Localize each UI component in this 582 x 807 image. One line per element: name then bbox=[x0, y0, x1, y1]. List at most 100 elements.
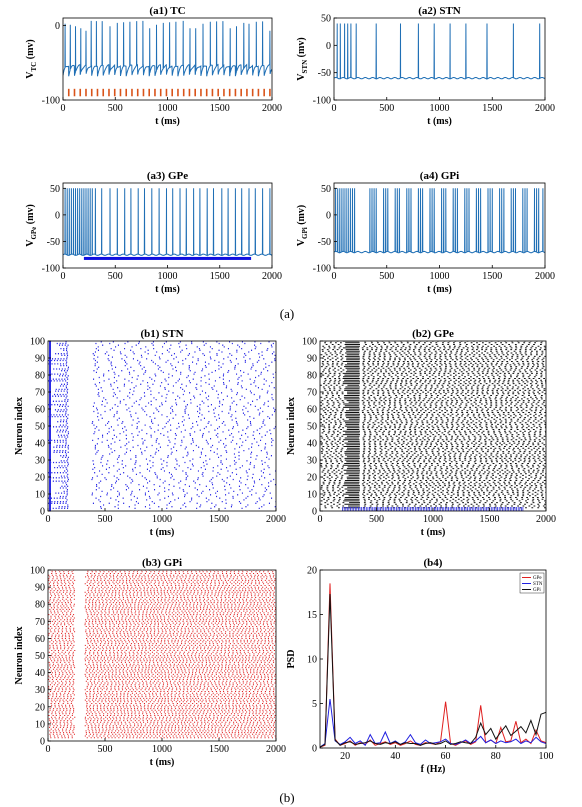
y-axis-label: Neuron index bbox=[14, 627, 25, 685]
x-tick-label: 1500 bbox=[209, 744, 229, 755]
x-axis-label: t (ms) bbox=[150, 757, 175, 768]
y-label-subscript: GPe bbox=[30, 227, 38, 240]
stimulus-bar bbox=[83, 256, 252, 260]
x-tick-label: 1000 bbox=[430, 103, 450, 114]
y-tick-label: 40 bbox=[35, 439, 45, 450]
y-tick-label: 80 bbox=[307, 371, 317, 382]
panel-b1: (b1) STN 0 500 1000 1500 2000 0 10 20 30 40 50 60 70 8… bbox=[14, 328, 286, 538]
panel-a2: (a2) STN 0 500 1000 1500 2000 -100 -50 0 50 t (ms)… bbox=[296, 5, 555, 127]
y-tick-label: -50 bbox=[318, 237, 331, 248]
x-axis-label: t (ms) bbox=[427, 116, 452, 127]
x-tick-label: 500 bbox=[379, 103, 394, 114]
y-tick-label: 10 bbox=[35, 490, 45, 501]
y-tick-label: 10 bbox=[35, 719, 45, 730]
x-tick-label: 500 bbox=[379, 271, 394, 282]
stimulus-marks bbox=[342, 507, 524, 511]
y-tick-label: -50 bbox=[318, 68, 331, 79]
y-tick-label: 100 bbox=[30, 566, 45, 577]
data-layer bbox=[63, 20, 272, 97]
y-tick-label: 70 bbox=[35, 617, 45, 628]
y-label-subscript: TC bbox=[30, 62, 38, 72]
legend-label: GPe bbox=[533, 576, 542, 581]
y-tick-label: -100 bbox=[313, 96, 331, 107]
y-tick-label: -100 bbox=[42, 96, 60, 107]
y-tick-label: 0 bbox=[312, 507, 317, 518]
axes-frame bbox=[62, 182, 273, 269]
psd-series-gpe bbox=[320, 583, 546, 748]
y-tick-label: 60 bbox=[35, 634, 45, 645]
y-axis-label: Neuron index bbox=[286, 397, 297, 455]
x-tick-label: 2000 bbox=[535, 271, 555, 282]
y-tick-label: 100 bbox=[302, 337, 317, 348]
x-tick-label: 500 bbox=[108, 103, 123, 114]
y-tick-label: 20 bbox=[307, 566, 317, 577]
y-tick-label: 50 bbox=[50, 184, 60, 195]
chart-title: (a1) TC bbox=[149, 5, 185, 17]
x-axis-label: t (ms) bbox=[150, 527, 175, 538]
y-tick-label: 50 bbox=[321, 14, 331, 25]
x-tick-label: 2000 bbox=[536, 514, 556, 525]
y-tick-label: 15 bbox=[307, 610, 317, 621]
x-tick-label: 500 bbox=[108, 271, 123, 282]
y-axis-label: VGPe (mv) bbox=[25, 204, 38, 247]
data-layer bbox=[48, 341, 276, 511]
y-tick-label: 5 bbox=[312, 699, 317, 710]
y-tick-label: 10 bbox=[307, 490, 317, 501]
x-tick-label: 1000 bbox=[152, 514, 172, 525]
x-tick-label: 1500 bbox=[482, 271, 502, 282]
y-tick-label: 40 bbox=[307, 439, 317, 450]
y-tick-label: 60 bbox=[35, 405, 45, 416]
x-tick-label: 2000 bbox=[266, 744, 286, 755]
spike-raster bbox=[48, 570, 276, 739]
x-tick-label: 0 bbox=[61, 103, 66, 114]
y-tick-label: 80 bbox=[35, 600, 45, 611]
y-tick-label: 30 bbox=[35, 456, 45, 467]
y-tick-label: 0 bbox=[40, 737, 45, 748]
y-tick-label: 10 bbox=[307, 655, 317, 666]
chart-title: (b4) bbox=[424, 557, 443, 569]
y-label-symbol: V bbox=[296, 238, 307, 246]
x-axis-label: t (ms) bbox=[155, 284, 180, 295]
x-tick-label: 1500 bbox=[210, 271, 230, 282]
y-axis-label: PSD bbox=[286, 650, 297, 669]
chart-title: (a3) GPe bbox=[147, 170, 188, 182]
chart-title: (b3) GPi bbox=[142, 557, 182, 569]
data-layer bbox=[48, 570, 276, 739]
y-tick-label: 0 bbox=[55, 21, 60, 32]
y-label-unit: (mv) bbox=[25, 39, 36, 62]
x-axis-label: t (ms) bbox=[427, 284, 452, 295]
y-tick-label: 30 bbox=[307, 456, 317, 467]
x-tick-label: 0 bbox=[61, 271, 66, 282]
x-tick-label: 1000 bbox=[152, 744, 172, 755]
x-tick-label: 0 bbox=[46, 744, 51, 755]
psd-series-gpi bbox=[320, 593, 546, 748]
y-tick-label: 40 bbox=[35, 668, 45, 679]
axes-frame bbox=[47, 340, 277, 512]
x-tick-label: 40 bbox=[390, 751, 400, 762]
data-layer bbox=[320, 341, 546, 511]
x-axis-label: t (ms) bbox=[155, 116, 180, 127]
x-tick-label: 20 bbox=[340, 751, 350, 762]
y-tick-label: 0 bbox=[326, 41, 331, 52]
x-tick-label: 0 bbox=[332, 103, 337, 114]
x-tick-label: 0 bbox=[318, 514, 323, 525]
chart-title: (a4) GPi bbox=[420, 170, 459, 182]
legend-label: STN bbox=[533, 582, 543, 587]
y-tick-label: 30 bbox=[35, 685, 45, 696]
x-tick-label: 1500 bbox=[480, 514, 500, 525]
y-tick-label: -100 bbox=[42, 264, 60, 275]
x-tick-label: 1000 bbox=[423, 514, 443, 525]
x-tick-label: 60 bbox=[441, 751, 451, 762]
spike-raster bbox=[48, 341, 276, 510]
y-label-unit: (mv) bbox=[296, 205, 307, 228]
x-tick-label: 2000 bbox=[535, 103, 555, 114]
y-label-symbol: V bbox=[25, 239, 36, 247]
y-axis-label: Neuron index bbox=[14, 397, 25, 455]
voltage-trace bbox=[63, 188, 272, 257]
y-tick-label: 60 bbox=[307, 405, 317, 416]
panel-b3: (b3) GPi 0 500 1000 1500 2000 0 10 20 30 40 50 60 70 8… bbox=[14, 557, 286, 768]
y-tick-label: 70 bbox=[35, 388, 45, 399]
